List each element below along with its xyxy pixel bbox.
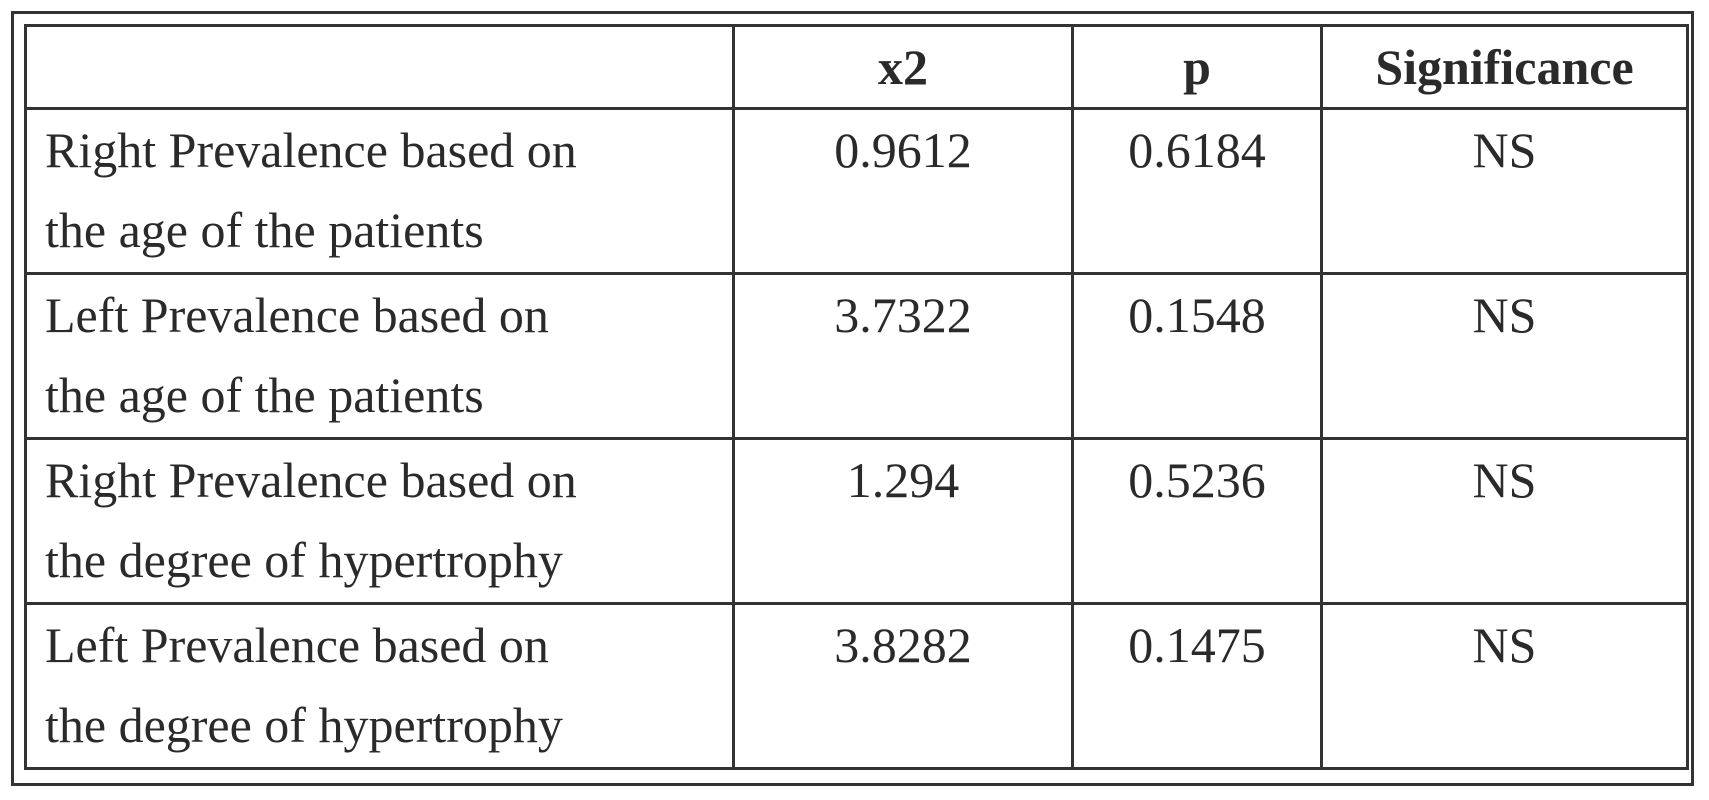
label-line: Left Prevalence based on <box>45 287 549 343</box>
value-cell: 0.6184 <box>1071 107 1323 275</box>
label-line: Left Prevalence based on <box>45 617 549 673</box>
table-row: Left Prevalence based on the degree of hy… <box>24 602 1689 770</box>
outer-frame <box>11 11 1694 786</box>
label-line: the degree of hypertrophy <box>45 697 563 753</box>
header-cell: p <box>1071 24 1323 110</box>
value-cell: 0.1475 <box>1071 602 1323 770</box>
row-label: Left Prevalence based on the degree of hy… <box>24 602 735 770</box>
row-label: Left Prevalence based on the age of the p… <box>24 272 735 440</box>
value-cell: NS <box>1320 272 1689 440</box>
value-cell: 3.7322 <box>732 272 1074 440</box>
value-cell: NS <box>1320 437 1689 605</box>
value-cell: 0.1548 <box>1071 272 1323 440</box>
value-cell: 1.294 <box>732 437 1074 605</box>
table-body: Right Prevalence based on the age of the … <box>24 107 1689 770</box>
label-line: the age of the patients <box>45 202 484 258</box>
stats-table: x2 p Significance Right Prevalence based o… <box>24 24 1689 770</box>
header-cell: Significance <box>1320 24 1689 110</box>
value-cell: 3.8282 <box>732 602 1074 770</box>
label-line: the age of the patients <box>45 367 484 423</box>
header-cell <box>24 24 735 110</box>
table-row: Left Prevalence based on the age of the p… <box>24 272 1689 440</box>
value-cell: NS <box>1320 602 1689 770</box>
label-line: Right Prevalence based on <box>45 122 577 178</box>
value-cell: 0.9612 <box>732 107 1074 275</box>
value-cell: NS <box>1320 107 1689 275</box>
label-line: the degree of hypertrophy <box>45 532 563 588</box>
header-cell: x2 <box>732 24 1074 110</box>
label-line: Right Prevalence based on <box>45 452 577 508</box>
header-row: x2 p Significance <box>24 24 1689 110</box>
table-row: Right Prevalence based on the degree of h… <box>24 437 1689 605</box>
row-label: Right Prevalence based on the degree of h… <box>24 437 735 605</box>
table-row: Right Prevalence based on the age of the … <box>24 107 1689 275</box>
value-cell: 0.5236 <box>1071 437 1323 605</box>
row-label: Right Prevalence based on the age of the … <box>24 107 735 275</box>
